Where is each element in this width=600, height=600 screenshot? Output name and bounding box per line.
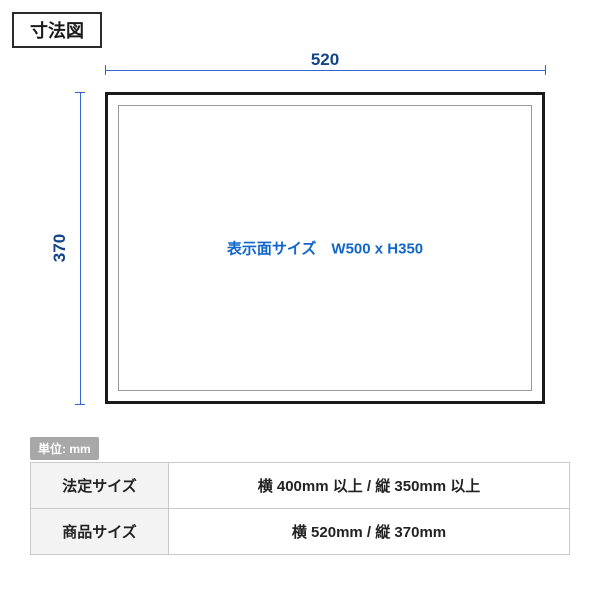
dimension-width-line: [105, 70, 545, 71]
unit-badge: 単位: mm: [30, 437, 99, 460]
dimension-width-label: 520: [0, 50, 600, 70]
product-outer-frame: 表示面サイズ W500 x H350: [105, 92, 545, 404]
spec-row-head: 法定サイズ: [31, 463, 169, 509]
dimension-height-tick-top: [75, 92, 85, 93]
display-area-frame: 表示面サイズ W500 x H350: [118, 105, 532, 391]
table-row: 商品サイズ 横 520mm / 縦 370mm: [31, 509, 570, 555]
spec-row-head: 商品サイズ: [31, 509, 169, 555]
dimension-height-line: [80, 92, 81, 404]
dimension-height-label: 370: [50, 234, 70, 262]
dimension-width-tick-left: [105, 65, 106, 75]
dimension-width-tick-right: [545, 65, 546, 75]
spec-table: 法定サイズ 横 400mm 以上 / 縦 350mm 以上 商品サイズ 横 52…: [30, 462, 570, 555]
spec-row-value: 横 400mm 以上 / 縦 350mm 以上: [169, 463, 570, 509]
dimension-height-tick-bottom: [75, 404, 85, 405]
display-area-size-label: 表示面サイズ W500 x H350: [119, 238, 531, 259]
table-row: 法定サイズ 横 400mm 以上 / 縦 350mm 以上: [31, 463, 570, 509]
section-title: 寸法図: [12, 12, 102, 48]
spec-row-value: 横 520mm / 縦 370mm: [169, 509, 570, 555]
